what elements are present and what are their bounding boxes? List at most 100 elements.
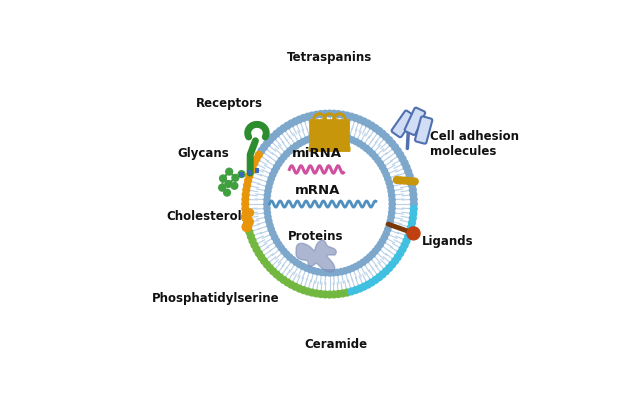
Circle shape	[248, 168, 254, 175]
Circle shape	[363, 145, 370, 152]
FancyBboxPatch shape	[339, 119, 350, 152]
Circle shape	[289, 257, 296, 263]
Circle shape	[352, 115, 359, 122]
Circle shape	[309, 289, 316, 296]
Circle shape	[386, 265, 392, 271]
Circle shape	[278, 245, 284, 251]
Circle shape	[387, 184, 394, 190]
Circle shape	[356, 285, 363, 292]
Circle shape	[385, 226, 391, 233]
Circle shape	[338, 133, 345, 140]
Circle shape	[377, 160, 383, 167]
Circle shape	[258, 254, 265, 261]
Circle shape	[408, 178, 415, 184]
Circle shape	[232, 174, 239, 181]
Circle shape	[255, 250, 262, 257]
Circle shape	[410, 200, 417, 207]
FancyBboxPatch shape	[415, 116, 432, 144]
Circle shape	[401, 177, 408, 184]
Circle shape	[407, 227, 420, 240]
Circle shape	[368, 122, 375, 129]
Circle shape	[251, 242, 258, 249]
Circle shape	[381, 168, 388, 174]
Circle shape	[245, 224, 251, 231]
Circle shape	[340, 290, 346, 297]
Circle shape	[276, 274, 284, 281]
Circle shape	[307, 266, 313, 273]
Circle shape	[365, 281, 371, 288]
Circle shape	[225, 180, 231, 187]
Circle shape	[284, 151, 290, 157]
Circle shape	[300, 263, 306, 269]
Circle shape	[367, 254, 372, 260]
FancyBboxPatch shape	[319, 119, 330, 152]
Circle shape	[242, 200, 249, 207]
FancyBboxPatch shape	[329, 119, 340, 152]
Circle shape	[331, 291, 338, 298]
Circle shape	[246, 173, 253, 180]
Circle shape	[255, 152, 262, 158]
Circle shape	[307, 136, 313, 142]
Circle shape	[296, 116, 303, 123]
Circle shape	[399, 156, 406, 162]
Circle shape	[323, 132, 329, 138]
Circle shape	[340, 111, 346, 118]
Circle shape	[403, 164, 410, 171]
Circle shape	[243, 186, 249, 193]
Circle shape	[244, 182, 251, 188]
Circle shape	[311, 267, 317, 274]
Circle shape	[331, 110, 338, 117]
Circle shape	[268, 226, 275, 233]
Circle shape	[267, 265, 273, 271]
Circle shape	[386, 180, 392, 186]
Circle shape	[318, 291, 324, 298]
Circle shape	[389, 196, 395, 203]
Circle shape	[346, 136, 352, 142]
Circle shape	[369, 251, 376, 257]
Circle shape	[313, 290, 320, 297]
Circle shape	[318, 111, 324, 117]
Circle shape	[397, 177, 404, 184]
FancyBboxPatch shape	[392, 111, 415, 137]
Text: Cell adhesion
molecules: Cell adhesion molecules	[430, 130, 519, 158]
Circle shape	[397, 152, 404, 158]
Circle shape	[357, 141, 363, 147]
Circle shape	[271, 168, 278, 174]
Circle shape	[249, 237, 256, 244]
Circle shape	[372, 277, 379, 284]
Circle shape	[322, 110, 329, 117]
Circle shape	[399, 246, 406, 253]
Circle shape	[383, 172, 390, 178]
Circle shape	[273, 164, 280, 170]
Circle shape	[379, 271, 386, 278]
Circle shape	[314, 269, 321, 275]
Circle shape	[309, 112, 316, 119]
Circle shape	[335, 291, 341, 298]
Circle shape	[377, 241, 383, 247]
Circle shape	[269, 134, 276, 140]
Circle shape	[392, 144, 399, 150]
Circle shape	[273, 271, 280, 278]
Circle shape	[267, 137, 273, 144]
Circle shape	[281, 248, 287, 254]
Circle shape	[248, 233, 254, 240]
Circle shape	[224, 189, 230, 196]
Circle shape	[264, 196, 270, 203]
Circle shape	[346, 266, 352, 273]
Circle shape	[360, 259, 367, 265]
Circle shape	[296, 261, 302, 267]
Text: miRNA: miRNA	[292, 147, 342, 160]
Text: Cholesterol: Cholesterol	[167, 210, 242, 223]
Circle shape	[350, 137, 356, 143]
Circle shape	[389, 140, 395, 147]
Circle shape	[408, 224, 414, 231]
Circle shape	[404, 178, 411, 184]
FancyBboxPatch shape	[309, 119, 320, 152]
Circle shape	[387, 218, 394, 224]
Circle shape	[303, 265, 309, 271]
Circle shape	[287, 148, 293, 154]
Circle shape	[385, 176, 391, 182]
Circle shape	[242, 213, 251, 222]
Circle shape	[372, 125, 379, 132]
Circle shape	[268, 176, 275, 182]
